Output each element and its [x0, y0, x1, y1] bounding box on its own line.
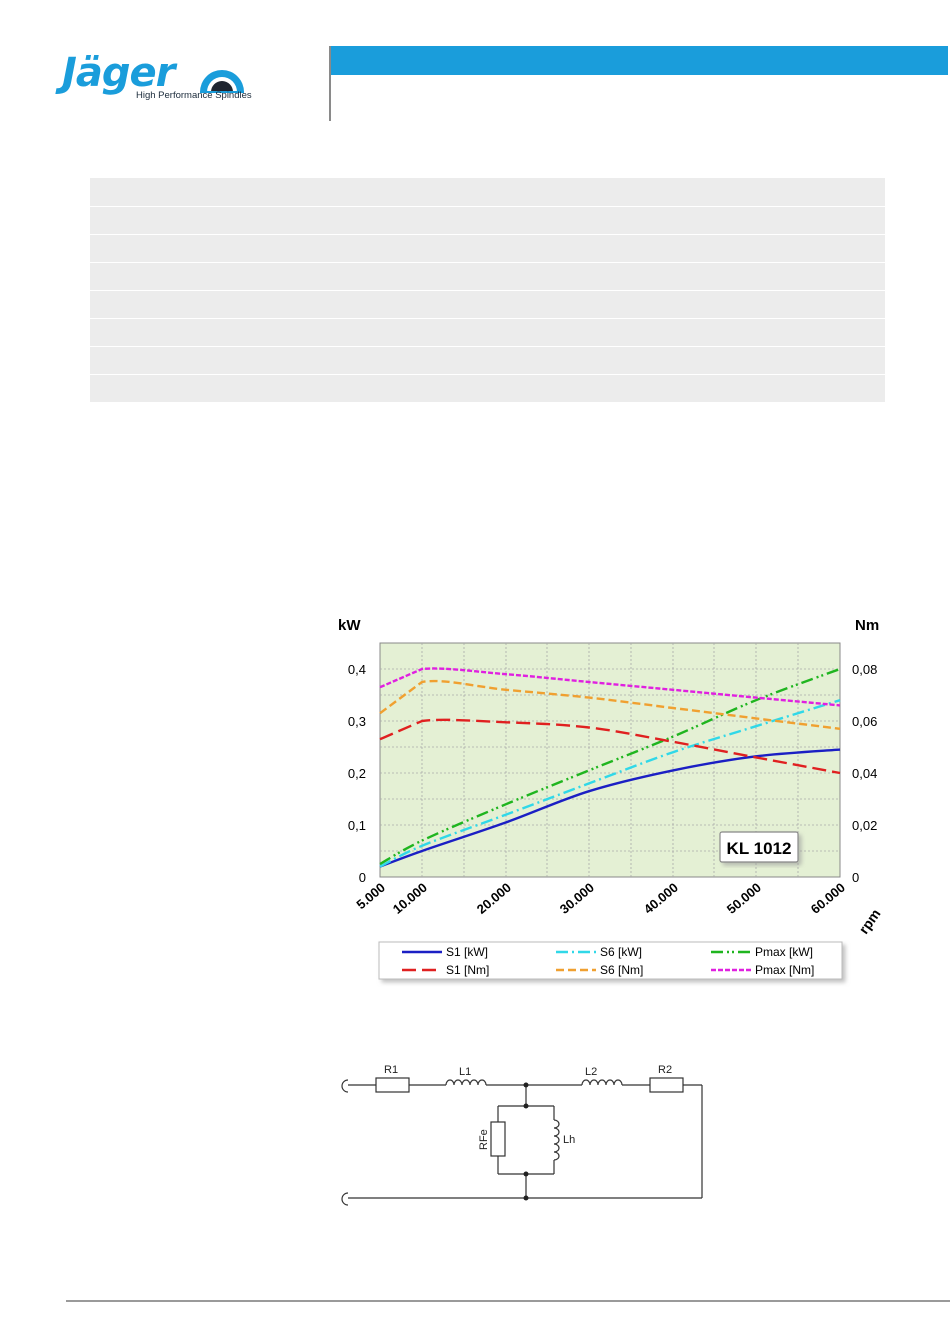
- legend-label: S6 [Nm]: [600, 963, 643, 977]
- label-lh: Lh: [563, 1134, 575, 1146]
- inductor-l2: [581, 1079, 623, 1086]
- legend-label: S6 [kW]: [600, 945, 642, 959]
- terminal-bottom: [341, 1192, 349, 1206]
- equivalent-circuit-diagram: R1 L1 L2 R2 Lh RFe: [341, 1064, 703, 1206]
- logo-dome-icon: [200, 70, 244, 93]
- y-axis-label-left: kW: [338, 617, 361, 634]
- y-tick-left: 0,2: [348, 766, 366, 781]
- legend-label: Pmax [kW]: [755, 945, 813, 959]
- label-rfe: RFe: [478, 1129, 490, 1150]
- x-tick-label: 40.000: [641, 880, 681, 917]
- table-row: [90, 178, 885, 206]
- table-row: [90, 346, 885, 374]
- y-tick-right: 0,06: [852, 714, 877, 729]
- spec-table: [90, 178, 885, 402]
- x-tick-label: 20.000: [474, 880, 514, 917]
- header-separator: [329, 46, 331, 121]
- jaeger-logo: Jäger High Performance Spindles: [62, 50, 262, 106]
- legend-label: S1 [Nm]: [446, 963, 489, 977]
- y-tick-right: 0,02: [852, 818, 877, 833]
- resistor-r1: [375, 1077, 410, 1093]
- table-row: [90, 374, 885, 402]
- series-line: [379, 667, 841, 866]
- inductor-lh: [553, 1119, 560, 1161]
- y-ticks-right: 0 0,02 0,04 0,06 0,08: [852, 662, 877, 885]
- header-title-bar: [331, 46, 948, 75]
- y-tick-left: 0,1: [348, 818, 366, 833]
- chart-series: [379, 667, 841, 868]
- series-line: [379, 718, 841, 775]
- y-tick-right: 0: [852, 870, 859, 885]
- table-row: [90, 290, 885, 318]
- x-tick-label: 60.000: [808, 880, 848, 917]
- series-line: [379, 667, 841, 707]
- series-line: [379, 679, 841, 730]
- footer-rule: [66, 1300, 950, 1302]
- x-axis-label: rpm: [855, 906, 883, 937]
- logo-tagline: High Performance Spindles: [136, 90, 252, 101]
- y-tick-right: 0,08: [852, 662, 877, 677]
- annotation-label: KL 1012: [727, 839, 792, 858]
- terminal-top: [341, 1079, 349, 1093]
- table-row: [90, 234, 885, 262]
- chart-grid: [380, 643, 840, 877]
- x-ticks: 5.000 10.000 20.000 30.000 40.000 50.000 60.00…: [353, 880, 848, 917]
- resistor-rfe: [490, 1121, 506, 1157]
- logo-wordmark: Jäger: [62, 50, 175, 96]
- resistor-r2: [649, 1077, 684, 1093]
- y-tick-left: 0,3: [348, 714, 366, 729]
- y-axis-label-right: Nm: [855, 617, 879, 634]
- x-tick-label: 50.000: [724, 880, 764, 917]
- label-r1: R1: [384, 1064, 398, 1076]
- label-l2: L2: [585, 1066, 597, 1078]
- series-line: [379, 699, 841, 868]
- label-l1: L1: [459, 1066, 471, 1078]
- table-row: [90, 318, 885, 346]
- kl-annotation: KL 1012: [719, 831, 799, 863]
- table-row: [90, 262, 885, 290]
- legend-label: Pmax [Nm]: [755, 963, 814, 977]
- y-tick-right: 0,04: [852, 766, 877, 781]
- y-ticks-left: 0 0,1 0,2 0,3 0,4: [348, 662, 366, 885]
- legend-label: S1 [kW]: [446, 945, 488, 959]
- x-tick-label: 30.000: [557, 880, 597, 917]
- table-row: [90, 206, 885, 234]
- x-tick-label: 10.000: [390, 880, 430, 917]
- y-tick-left: 0: [359, 870, 366, 885]
- performance-chart: 00,10,20,30,4 00,020,040,060,08 5.000 10.…: [338, 617, 884, 980]
- chart-legend: S1 [kW] S6 [kW] Pmax [kW] S1 [Nm] S6 [Nm] Pma…: [378, 941, 843, 980]
- label-r2: R2: [658, 1064, 672, 1076]
- y-tick-left: 0,4: [348, 662, 366, 677]
- inductor-l1: [445, 1079, 487, 1086]
